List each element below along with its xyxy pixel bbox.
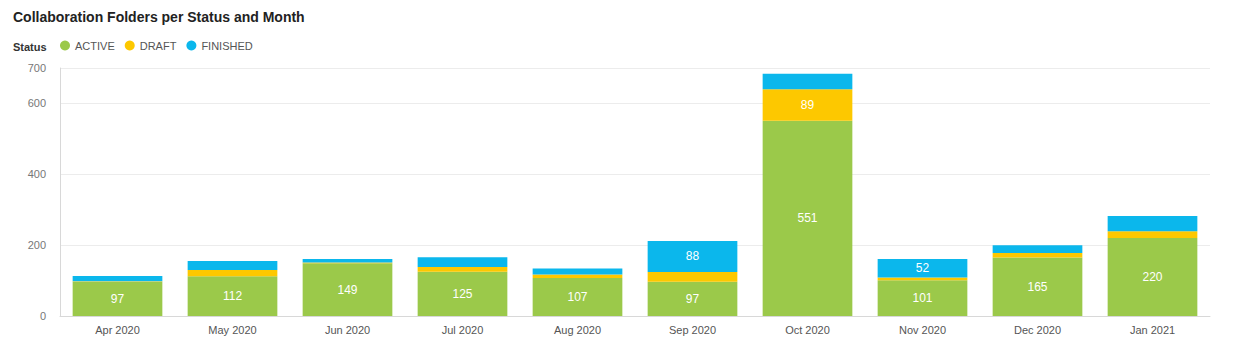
svg-text:149: 149 — [337, 283, 357, 297]
svg-text:89: 89 — [801, 98, 815, 112]
svg-text:DRAFT: DRAFT — [140, 40, 177, 52]
svg-text:Sep 2020: Sep 2020 — [669, 324, 716, 336]
svg-text:Jan 2021: Jan 2021 — [1130, 324, 1175, 336]
svg-text:Dec 2020: Dec 2020 — [1014, 324, 1061, 336]
svg-text:107: 107 — [567, 290, 587, 304]
svg-text:101: 101 — [912, 291, 932, 305]
svg-text:165: 165 — [1027, 280, 1047, 294]
svg-text:Collaboration Folders per Stat: Collaboration Folders per Status and Mon… — [13, 9, 305, 25]
svg-text:400: 400 — [28, 168, 46, 180]
svg-text:551: 551 — [797, 211, 817, 225]
svg-text:Nov 2020: Nov 2020 — [899, 324, 946, 336]
svg-text:200: 200 — [28, 239, 46, 251]
svg-text:Aug 2020: Aug 2020 — [554, 324, 601, 336]
svg-text:Oct 2020: Oct 2020 — [785, 324, 830, 336]
svg-text:112: 112 — [223, 289, 242, 303]
svg-text:220: 220 — [1142, 270, 1162, 284]
svg-text:88: 88 — [686, 249, 700, 263]
svg-text:97: 97 — [111, 292, 125, 306]
svg-text:52: 52 — [916, 261, 930, 275]
svg-text:Status: Status — [13, 41, 47, 53]
svg-text:Jun 2020: Jun 2020 — [325, 324, 370, 336]
svg-text:ACTIVE: ACTIVE — [75, 40, 115, 52]
svg-text:97: 97 — [686, 292, 700, 306]
svg-text:125: 125 — [452, 287, 472, 301]
svg-text:Apr 2020: Apr 2020 — [95, 324, 140, 336]
svg-text:700: 700 — [28, 62, 46, 74]
svg-text:Jul 2020: Jul 2020 — [442, 324, 484, 336]
svg-text:0: 0 — [40, 310, 46, 322]
svg-text:FINISHED: FINISHED — [201, 40, 252, 52]
svg-text:May 2020: May 2020 — [208, 324, 256, 336]
svg-text:600: 600 — [28, 97, 46, 109]
